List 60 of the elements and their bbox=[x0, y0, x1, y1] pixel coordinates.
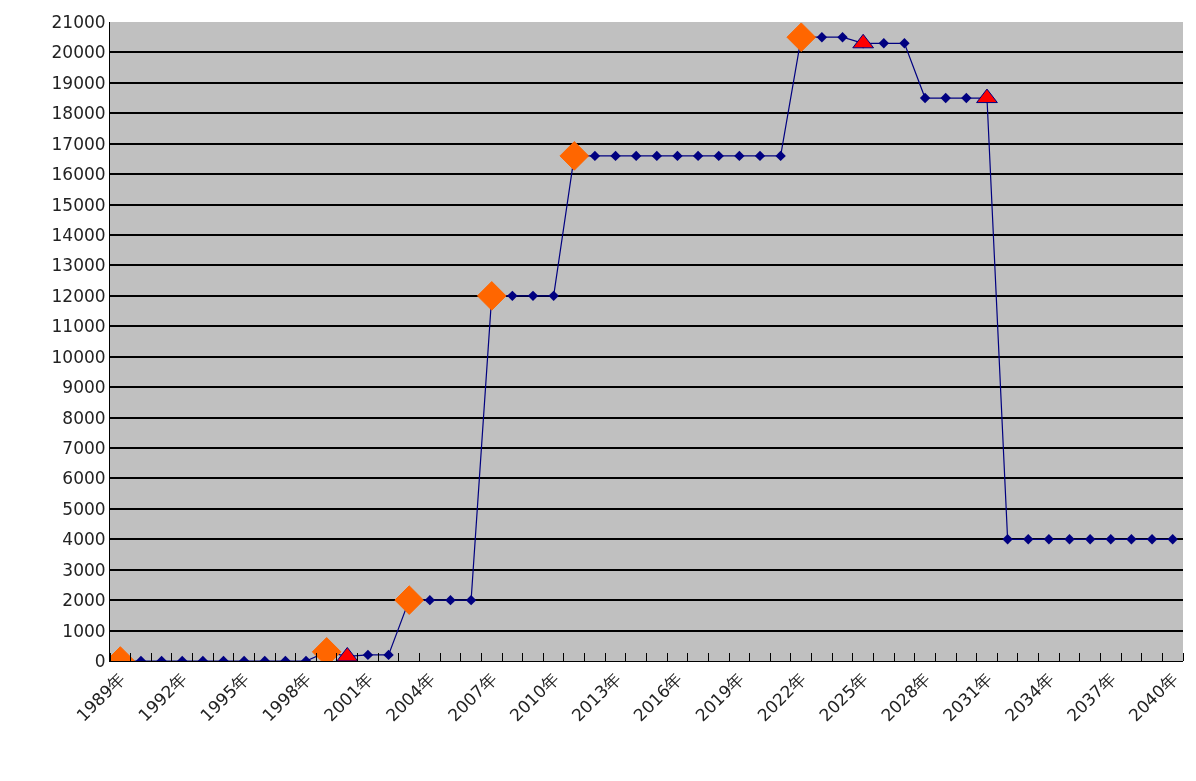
y-tick-label: 6000 bbox=[62, 468, 106, 489]
y-tick-label: 21000 bbox=[51, 11, 106, 32]
point bbox=[1084, 534, 1096, 545]
point bbox=[507, 290, 518, 302]
point bbox=[1105, 534, 1116, 545]
point bbox=[548, 290, 559, 302]
y-tick-label: 13000 bbox=[51, 255, 106, 276]
point bbox=[424, 594, 436, 606]
point bbox=[394, 585, 424, 615]
y-tick-label: 1000 bbox=[62, 620, 106, 641]
y-tick-label: 7000 bbox=[62, 437, 106, 458]
y-tick-label: 11000 bbox=[51, 316, 106, 337]
y-tick-label: 0 bbox=[94, 650, 106, 671]
point bbox=[816, 32, 828, 43]
y-tick-label: 10000 bbox=[51, 346, 106, 367]
point bbox=[775, 150, 786, 162]
point bbox=[899, 38, 910, 49]
y-tick-label: 14000 bbox=[51, 224, 106, 245]
point bbox=[692, 150, 704, 162]
point bbox=[559, 141, 590, 171]
point bbox=[445, 594, 456, 606]
y-tick-label: 3000 bbox=[62, 559, 106, 580]
y-tick-label: 18000 bbox=[51, 103, 106, 124]
point bbox=[1002, 534, 1013, 545]
point bbox=[630, 150, 642, 162]
y-tick-label: 17000 bbox=[51, 133, 106, 154]
point bbox=[651, 150, 663, 162]
point bbox=[527, 290, 539, 302]
y-tick-label: 15000 bbox=[51, 194, 106, 215]
y-tick-label: 19000 bbox=[51, 72, 106, 93]
y-tick-label: 2000 bbox=[62, 590, 106, 611]
y-tick-label: 12000 bbox=[51, 285, 106, 306]
y-tick-label: 5000 bbox=[62, 498, 106, 519]
y-tick-label: 16000 bbox=[51, 164, 106, 185]
y-tick-label: 8000 bbox=[62, 407, 106, 428]
point bbox=[610, 150, 621, 162]
point bbox=[476, 281, 507, 311]
point bbox=[837, 32, 848, 43]
point bbox=[589, 150, 601, 162]
point bbox=[734, 150, 745, 162]
point bbox=[1043, 534, 1055, 545]
point bbox=[383, 649, 394, 661]
point bbox=[754, 150, 766, 162]
point bbox=[1126, 534, 1137, 545]
point bbox=[672, 150, 683, 162]
point bbox=[713, 150, 724, 162]
point bbox=[1146, 534, 1158, 545]
point bbox=[940, 92, 951, 104]
point bbox=[1064, 534, 1075, 545]
y-tick-label: 4000 bbox=[62, 529, 106, 550]
point bbox=[786, 22, 817, 53]
point bbox=[465, 594, 477, 606]
point bbox=[362, 649, 374, 661]
y-tick-label: 9000 bbox=[62, 377, 106, 398]
point bbox=[961, 92, 972, 104]
point bbox=[878, 38, 889, 49]
point bbox=[1023, 534, 1034, 545]
point bbox=[1167, 534, 1178, 545]
point bbox=[919, 92, 931, 104]
y-tick-label: 20000 bbox=[51, 42, 106, 63]
